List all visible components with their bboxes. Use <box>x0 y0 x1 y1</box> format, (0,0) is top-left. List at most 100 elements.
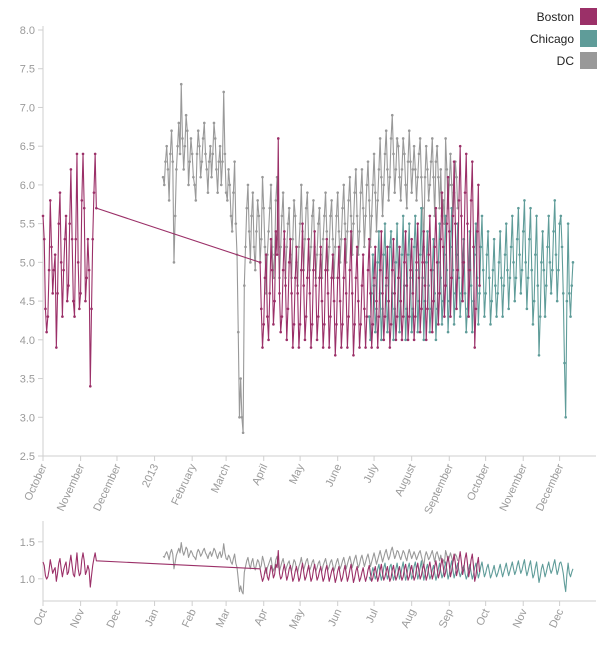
data-point <box>514 276 518 280</box>
data-point <box>72 299 75 303</box>
data-point <box>373 191 377 194</box>
data-point <box>369 292 372 295</box>
data-point <box>478 284 481 287</box>
data-point <box>331 237 335 241</box>
data-point <box>221 160 224 163</box>
data-point <box>415 261 418 264</box>
context-brush-chart[interactable]: 1.0 1.5 Oct Nov Dec Jan Feb Mar Apr May Jun Jul Aug S… <box>20 521 596 631</box>
data-point <box>457 199 461 202</box>
data-point <box>455 307 458 311</box>
data-point <box>201 137 205 140</box>
data-point <box>323 214 326 218</box>
data-point <box>211 152 215 156</box>
data-point <box>274 199 278 202</box>
data-point <box>410 191 413 194</box>
data-point <box>373 330 377 334</box>
data-point <box>68 222 71 225</box>
data-point <box>400 253 404 256</box>
data-point <box>239 377 242 380</box>
data-point <box>247 230 251 233</box>
data-point <box>173 214 177 218</box>
context-x-tick-label: Jan <box>143 607 161 628</box>
data-point <box>530 268 534 272</box>
data-point <box>427 253 430 256</box>
data-point <box>52 268 56 272</box>
data-point <box>264 253 268 256</box>
context-series-line-dc <box>162 542 459 595</box>
legend-label-dc: DC <box>557 54 575 68</box>
data-point <box>543 315 547 318</box>
data-point <box>213 137 217 140</box>
data-point <box>296 292 299 295</box>
data-point <box>519 292 523 295</box>
data-point <box>291 237 295 241</box>
data-point <box>329 315 332 318</box>
data-point <box>366 268 370 272</box>
x-tick-label: 2013 <box>140 462 161 489</box>
data-point <box>192 175 195 179</box>
data-point <box>321 346 325 349</box>
data-point <box>275 253 279 256</box>
data-point <box>314 284 318 287</box>
data-point <box>285 245 289 249</box>
data-point <box>166 168 170 171</box>
data-point <box>434 338 438 342</box>
data-point <box>454 222 457 225</box>
y-tick-label: 4.0 <box>20 335 35 347</box>
data-point <box>320 299 324 303</box>
data-point <box>492 237 496 241</box>
data-point <box>251 191 255 194</box>
x-tick-label: April <box>250 462 270 487</box>
data-point <box>335 214 338 218</box>
data-point <box>352 354 355 357</box>
data-point <box>297 346 301 349</box>
data-point <box>272 323 275 326</box>
data-point <box>304 206 308 210</box>
data-point <box>383 222 387 225</box>
data-point <box>407 222 411 225</box>
data-point <box>312 268 315 272</box>
data-point <box>375 299 378 303</box>
data-point <box>332 299 336 303</box>
data-point <box>331 253 335 256</box>
data-point <box>376 346 380 349</box>
data-point <box>502 284 506 287</box>
data-point <box>464 330 468 334</box>
data-point <box>325 237 329 241</box>
data-point <box>521 230 525 233</box>
data-point <box>395 137 399 140</box>
data-point <box>179 82 183 86</box>
data-point <box>222 90 225 94</box>
data-point <box>359 323 363 326</box>
data-point <box>268 292 272 295</box>
data-point <box>164 160 167 163</box>
data-point <box>167 199 171 202</box>
data-point <box>409 268 412 272</box>
data-point <box>349 230 353 233</box>
data-point <box>195 152 199 156</box>
data-point <box>399 299 403 303</box>
data-point <box>416 175 420 179</box>
data-point <box>551 268 554 272</box>
data-point <box>429 160 433 163</box>
legend-label-chicago: Chicago <box>530 32 574 46</box>
data-point <box>323 323 326 326</box>
data-point <box>474 222 478 225</box>
data-point <box>316 222 320 225</box>
data-point <box>336 276 339 280</box>
data-point <box>506 268 509 272</box>
data-point <box>269 183 273 187</box>
data-point <box>53 253 57 256</box>
data-point <box>412 338 416 342</box>
data-point <box>471 330 474 334</box>
x-tick-label: December <box>534 462 566 513</box>
data-point <box>199 175 202 179</box>
data-point <box>259 237 263 241</box>
main-focus-chart: 2.5 3.0 3.5 4.0 4.5 5.0 5.5 6.0 6.5 7.0 7.5 8.0 Octo… <box>20 25 596 516</box>
data-point <box>310 214 314 218</box>
data-point <box>200 160 204 163</box>
data-point <box>86 237 90 241</box>
data-point <box>395 315 399 318</box>
data-point <box>44 307 47 311</box>
data-point <box>401 315 405 318</box>
